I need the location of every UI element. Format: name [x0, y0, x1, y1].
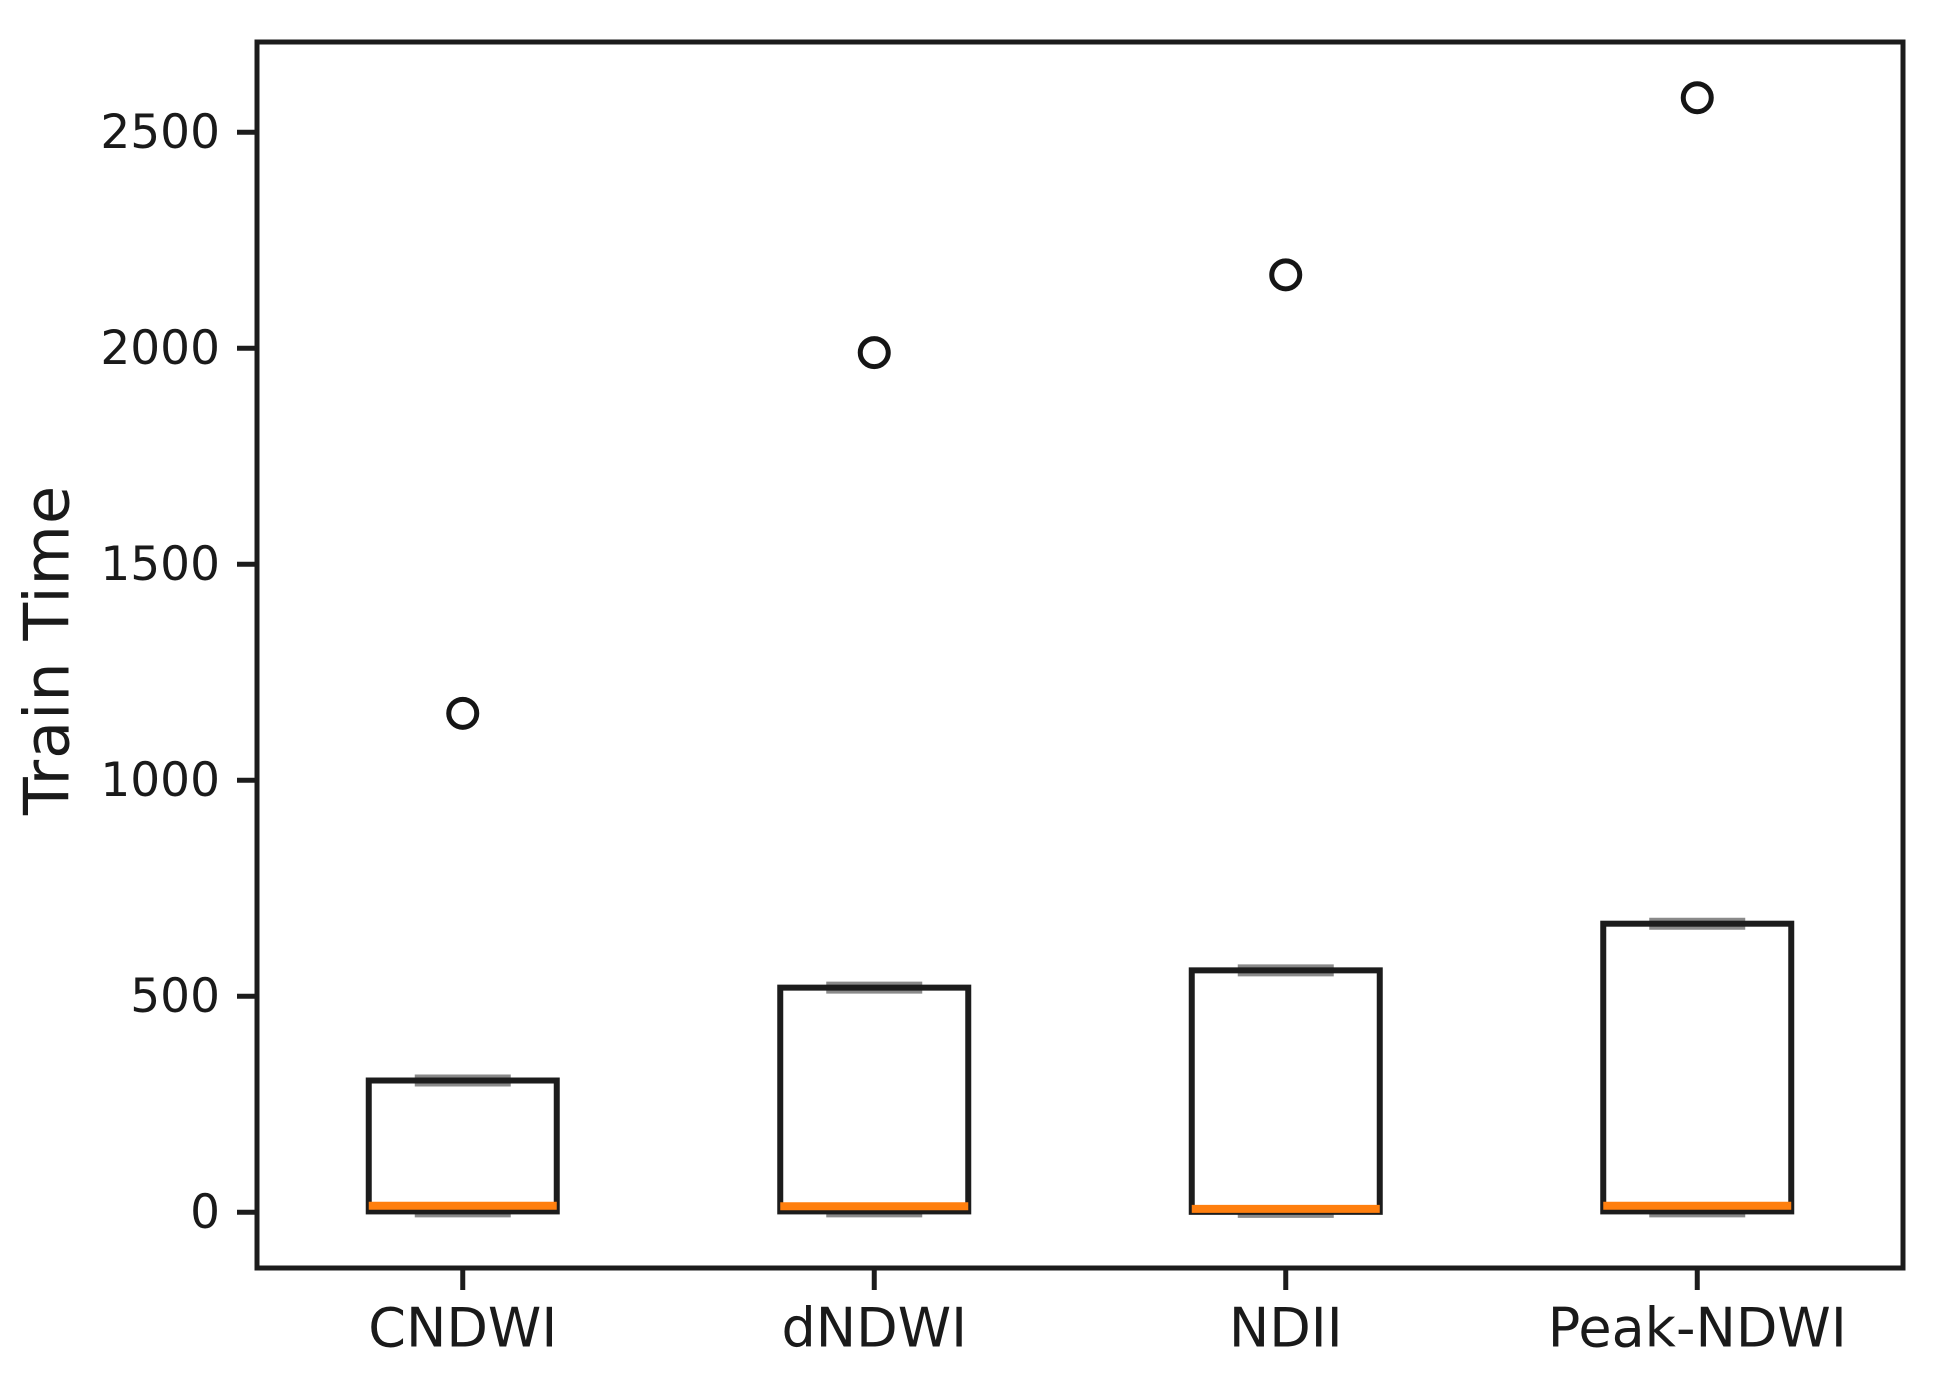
box [1188, 967, 1383, 1215]
box [777, 984, 972, 1215]
x-tick-label: CNDWI [368, 1297, 557, 1360]
y-axis-label: Train Time [10, 484, 84, 816]
y-tick-label: 1000 [100, 753, 220, 808]
plot-border [254, 39, 1906, 1271]
y-tick-label: 2500 [100, 105, 220, 160]
box [365, 1077, 560, 1215]
y-tick-label: 0 [190, 1185, 220, 1240]
outlier-marker [1680, 81, 1714, 115]
x-tick-label: NDII [1229, 1297, 1343, 1360]
y-tick-label: 500 [130, 969, 220, 1024]
y-tick-label: 1500 [100, 537, 220, 592]
outlier-marker [446, 696, 480, 730]
box [1600, 920, 1795, 1215]
y-tick-label: 2000 [100, 321, 220, 376]
x-tick-label: dNDWI [781, 1297, 967, 1360]
outlier-marker [857, 336, 891, 370]
outlier-marker [1269, 258, 1303, 292]
x-tick-label: Peak-NDWI [1548, 1297, 1847, 1360]
